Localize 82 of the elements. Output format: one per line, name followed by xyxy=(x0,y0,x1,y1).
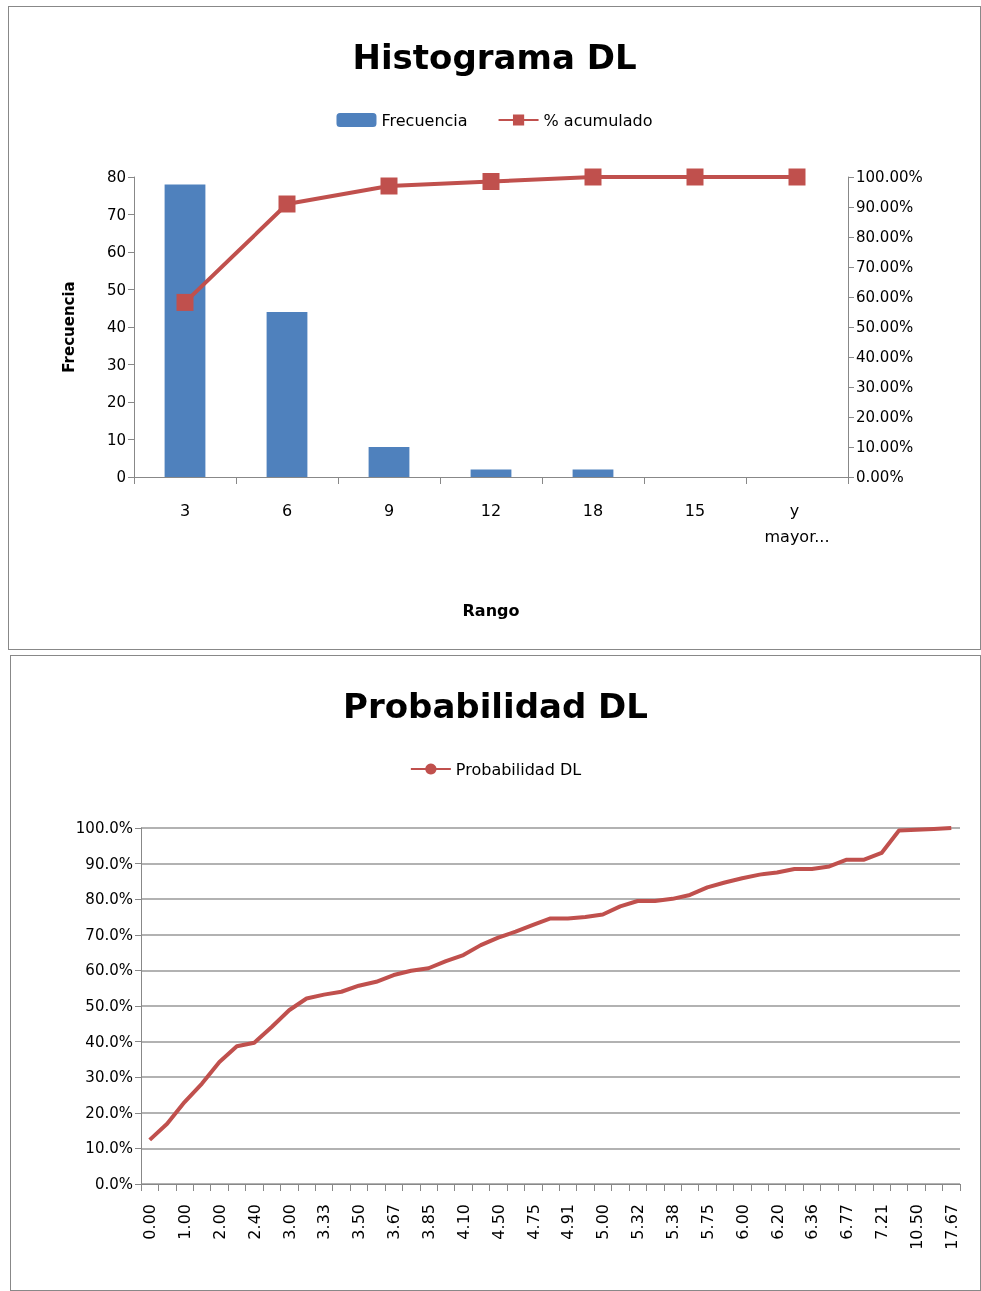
y-tick-label: 100.0% xyxy=(75,819,133,837)
x-tick-label: 15 xyxy=(684,500,706,520)
x-tick-label: y mayor... xyxy=(764,500,830,546)
y-tick-label: 40 xyxy=(106,318,126,336)
x-tick-label: 7.21 xyxy=(872,1204,892,1240)
y2-tick-label: 40.00% xyxy=(856,348,914,366)
x-tick-label: 2.40 xyxy=(244,1204,264,1240)
x-tick-label: 6.36 xyxy=(802,1204,822,1240)
y-tick-label: 80 xyxy=(106,168,126,186)
point xyxy=(686,168,704,186)
legend-label: Probabilidad DL xyxy=(455,759,582,779)
y-tick-label: 70.0% xyxy=(85,925,133,944)
y-tick-label: 50.0% xyxy=(85,997,133,1015)
y-tick-label: 50 xyxy=(106,280,126,299)
bar xyxy=(266,312,308,477)
x-tick-label: 5.38 xyxy=(662,1204,682,1240)
y-tick-label: 80.0% xyxy=(85,890,133,909)
x-tick-label: 6.77 xyxy=(837,1204,857,1240)
y2-tick-label: 90.00% xyxy=(856,198,914,216)
y2-tick-label: 50.00% xyxy=(856,318,914,336)
x-tick-label: 3.00 xyxy=(279,1204,299,1240)
x-tick-label: 3.85 xyxy=(419,1204,439,1240)
x-tick-label: 3.33 xyxy=(314,1204,334,1240)
x-tick-label: 12 xyxy=(480,500,502,520)
x-tick-label: 4.91 xyxy=(558,1204,578,1240)
x-tick-label: 6 xyxy=(281,500,293,520)
bar xyxy=(368,447,410,477)
y-tick-label: 0 xyxy=(116,468,126,486)
y-tick-label: 10 xyxy=(106,430,126,449)
x-tick-label: 0.00 xyxy=(140,1204,160,1240)
y2-tick-label: 60.00% xyxy=(856,288,914,306)
x-tick-label: 4.50 xyxy=(488,1204,508,1240)
y-tick-label: 30.0% xyxy=(85,1068,133,1087)
point xyxy=(482,173,500,190)
y-tick-label: 20 xyxy=(106,393,126,411)
line-series xyxy=(147,826,954,1142)
x-tick-label: 6.00 xyxy=(732,1204,752,1240)
x-tick-label: 6.20 xyxy=(767,1204,787,1240)
x-tick-label: 2.00 xyxy=(209,1204,229,1240)
x-tick-label: 5.00 xyxy=(593,1204,613,1240)
x-tick-label: 3 xyxy=(179,500,191,520)
x-axis-title: Rango xyxy=(462,600,520,620)
y-tick-label: 10.0% xyxy=(85,1139,133,1158)
y2-tick-label: 20.00% xyxy=(856,408,914,426)
y-tick-label: 90.0% xyxy=(85,854,133,873)
bar xyxy=(164,184,206,477)
point xyxy=(584,168,602,186)
x-tick-label: 5.75 xyxy=(697,1204,717,1240)
y2-tick-label: 30.00% xyxy=(856,378,914,396)
y2-tick-label: 0.00% xyxy=(856,468,904,486)
y-tick-label: 30 xyxy=(106,355,126,374)
y-tick-label: 20.0% xyxy=(85,1103,133,1122)
x-tick-label: 3.67 xyxy=(384,1204,404,1240)
point xyxy=(380,177,398,195)
y2-tick-label: 10.00% xyxy=(856,438,914,456)
bar xyxy=(572,469,614,477)
x-tick-label: 3.50 xyxy=(349,1204,369,1240)
point xyxy=(176,293,194,311)
point xyxy=(278,195,296,213)
x-tick-label: 4.75 xyxy=(523,1204,543,1240)
y-tick-label: 40.0% xyxy=(85,1032,133,1051)
x-tick-label: 5.32 xyxy=(628,1204,648,1240)
legend-label: Frecuencia xyxy=(381,110,468,130)
x-tick-label: 10.50 xyxy=(906,1204,926,1250)
y-tick-label: 70 xyxy=(106,205,126,224)
y2-tick-label: 100.00% xyxy=(856,168,923,186)
y2-tick-label: 70.00% xyxy=(856,258,914,276)
x-tick-label: 1.00 xyxy=(175,1204,195,1240)
y-tick-label: 60.0% xyxy=(85,961,133,980)
bar xyxy=(470,469,512,477)
legend-label: % acumulado xyxy=(543,110,653,130)
point xyxy=(788,168,806,186)
x-tick-label: 4.10 xyxy=(453,1204,473,1240)
chart-title: Histograma DL xyxy=(352,37,637,77)
x-tick-label: 9 xyxy=(383,500,395,520)
y-axis-title: Frecuencia xyxy=(59,281,78,373)
chart-title: Probabilidad DL xyxy=(343,686,648,726)
y-tick-label: 0.0% xyxy=(94,1175,133,1193)
x-tick-label: 17.67 xyxy=(941,1204,961,1250)
y-tick-label: 60 xyxy=(106,243,126,261)
y2-tick-label: 80.00% xyxy=(856,228,914,246)
x-tick-label: 18 xyxy=(582,500,604,520)
